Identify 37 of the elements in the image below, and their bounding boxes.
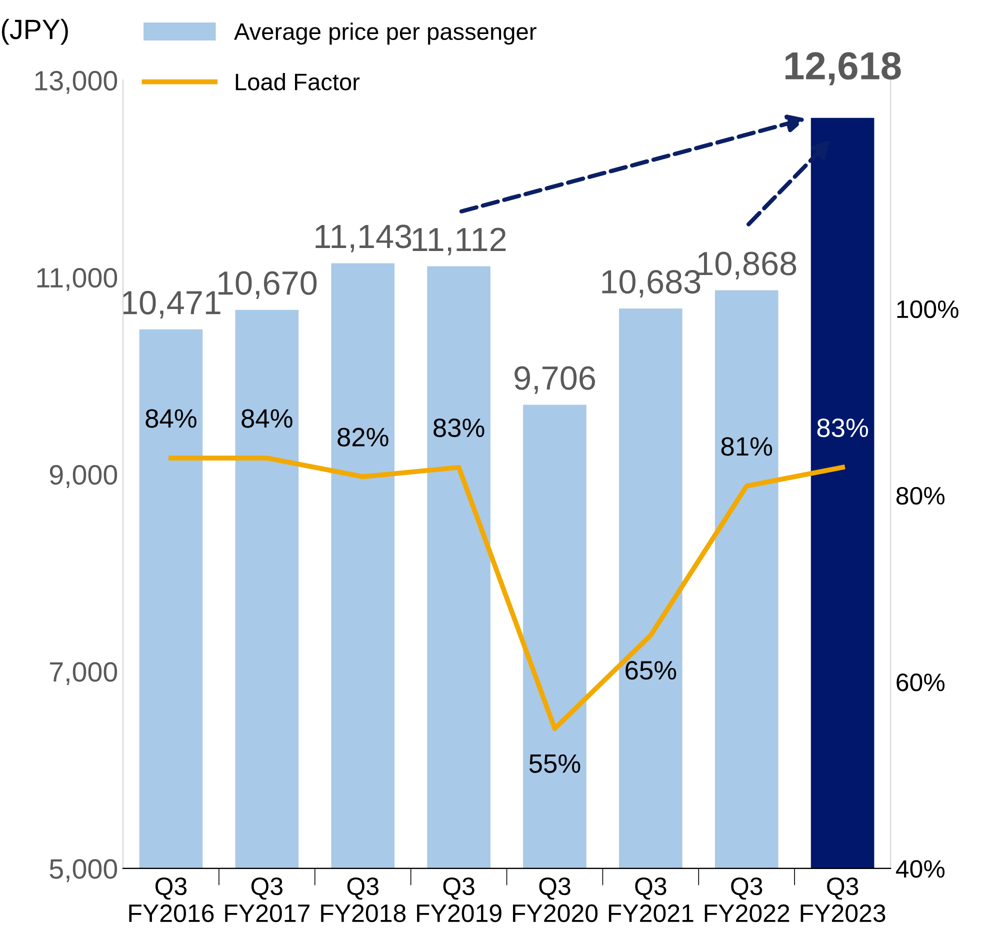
x-tick-label: Q3 FY2018	[321, 877, 406, 922]
data-label: 11,112	[412, 228, 506, 256]
x-tick-label: Q3 FY2020	[513, 877, 598, 922]
x-tick-label: Q3 FY2021	[608, 877, 694, 922]
data-label: 55%	[529, 754, 580, 773]
data-label: 81%	[721, 437, 772, 456]
y-tick-label: 9,000	[50, 465, 118, 488]
y2-tick-label: 40%	[896, 860, 945, 878]
line-series	[168, 456, 845, 731]
legend-label: Load Factor	[236, 73, 360, 90]
x-tick-label: Q3 FY2019	[417, 877, 502, 922]
data-label: 10,683	[602, 270, 700, 298]
data-label: 10,868	[698, 252, 796, 280]
x-tick-label: Q3 FY2017	[225, 877, 310, 922]
y-tick-label: 13,000	[35, 70, 118, 94]
data-label: 65%	[626, 660, 676, 680]
y-axis-title: (JPY)	[2, 18, 68, 45]
y-tick-label: 5,000	[50, 859, 118, 882]
y2-tick-label: 100%	[897, 300, 958, 318]
data-label: 9,706	[514, 366, 595, 394]
data-label: 84%	[146, 409, 196, 428]
data-label: 10,670	[218, 271, 317, 299]
data-label: 12,618	[786, 52, 901, 86]
y-tick-label: 7,000	[50, 662, 118, 686]
x-tick-label: Q3 FY2016	[129, 877, 214, 922]
y2-tick-label: 60%	[896, 674, 945, 692]
data-label: 83%	[817, 418, 868, 438]
y2-tick-label: 80%	[896, 486, 945, 505]
data-label: 11,143	[316, 224, 412, 252]
x-tick-label: Q3 FY2023	[800, 877, 886, 922]
data-label: 84%	[242, 409, 292, 428]
data-label: 82%	[338, 428, 388, 446]
data-label: 83%	[434, 418, 484, 438]
data-label: 10,471	[122, 290, 220, 318]
y-tick-label: 11,000	[37, 268, 118, 291]
x-tick-label: Q3 FY2022	[704, 877, 790, 922]
legend-label: Average price per passenger	[234, 22, 536, 45]
